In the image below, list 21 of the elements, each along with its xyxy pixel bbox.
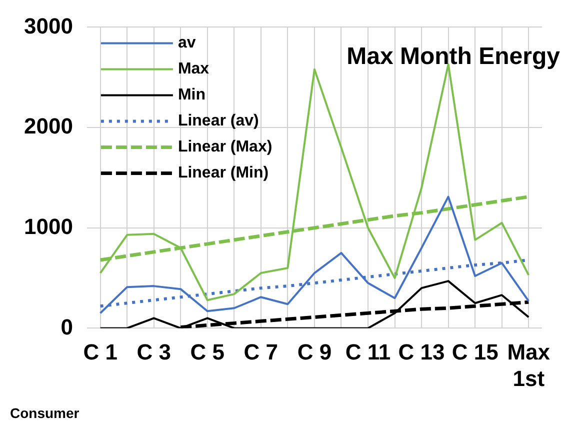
x-tick-label: C 7: [244, 339, 278, 364]
x-tick-label: Max 1st: [507, 339, 551, 391]
x-tick-label: C 5: [190, 339, 225, 364]
legend-label: Max: [178, 60, 210, 78]
legend-label: av: [178, 34, 196, 52]
text: Max Month Energy: [346, 42, 561, 70]
legend-label: Linear (Min): [178, 164, 269, 182]
x-tick-label: C 1: [83, 339, 118, 364]
x-axis-title: Consumer: [10, 404, 80, 421]
x-tick-label: C 15: [452, 339, 498, 364]
y-tick-label: 0: [60, 314, 73, 340]
y-tick-label: 1000: [24, 214, 73, 239]
x-tick-label: C 11: [345, 339, 391, 364]
x-tick-label: C 3: [136, 339, 171, 364]
y-tick-label: 2000: [24, 114, 73, 139]
x-tick-label: C 9: [297, 339, 332, 364]
x-tick-label: C 13: [398, 339, 445, 364]
legend-label: Linear (av): [178, 112, 259, 130]
legend-label: Linear (Max): [178, 138, 272, 156]
legend-label: Min: [178, 86, 206, 104]
y-tick-label: 3000: [24, 13, 73, 38]
